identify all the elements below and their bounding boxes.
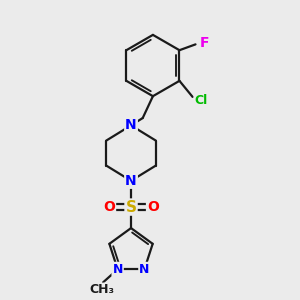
Text: CH₃: CH₃ — [89, 283, 114, 296]
Text: N: N — [112, 263, 123, 276]
Text: N: N — [139, 263, 150, 276]
Text: O: O — [147, 200, 159, 214]
Text: F: F — [200, 36, 209, 50]
Text: O: O — [103, 200, 115, 214]
Text: N: N — [125, 174, 137, 188]
Text: S: S — [125, 200, 136, 214]
Text: N: N — [125, 118, 137, 132]
Text: Cl: Cl — [195, 94, 208, 107]
